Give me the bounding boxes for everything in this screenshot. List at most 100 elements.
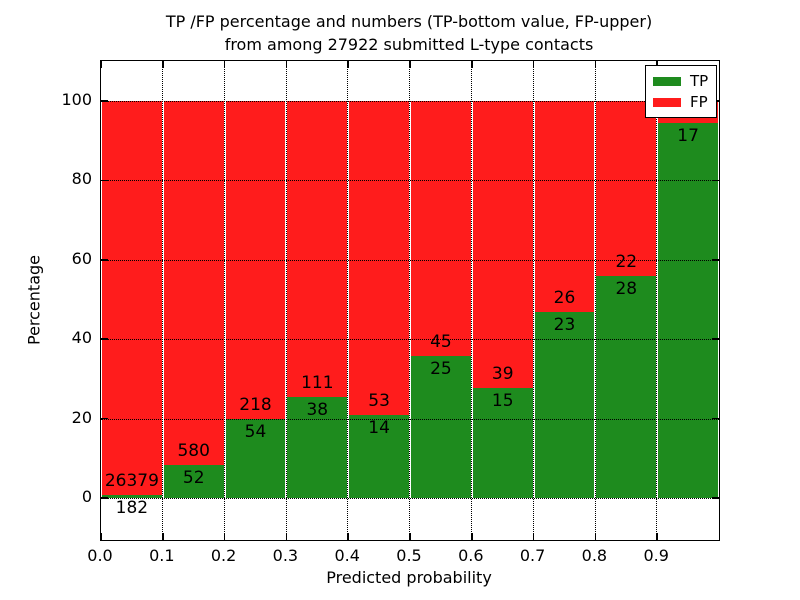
x-tick-mark xyxy=(347,533,349,540)
x-tick-label: 0.9 xyxy=(643,546,669,565)
gridline-vertical xyxy=(409,61,411,540)
bar-segment-tp xyxy=(411,356,471,498)
bar-segment-tp xyxy=(472,387,533,498)
x-tick-mark xyxy=(100,533,102,540)
x-tick-mark xyxy=(285,533,288,540)
legend-label-tp: TP xyxy=(690,72,709,90)
bar-count-label-tp: 28 xyxy=(615,278,638,299)
bar-segment-tp xyxy=(225,419,286,498)
gridline-vertical xyxy=(347,61,349,540)
x-tick-label: 0.3 xyxy=(272,546,299,565)
bar-segment-tp xyxy=(658,123,718,498)
y-tick-label: 20 xyxy=(71,407,92,427)
legend: TP FP xyxy=(645,65,717,118)
gridline-vertical xyxy=(471,61,473,540)
x-tick-label: 0.1 xyxy=(149,546,175,565)
x-tick-mark xyxy=(471,533,473,540)
x-axis-label: Predicted probability xyxy=(326,568,492,587)
x-tick-label: 0.5 xyxy=(396,546,422,565)
legend-swatch-tp xyxy=(653,77,681,86)
bar-segment-tp xyxy=(287,396,348,498)
bar-count-label-fp: 218 xyxy=(239,395,272,416)
legend-item-fp: FP xyxy=(646,92,716,113)
y-tick-mark xyxy=(101,497,108,499)
x-tick-label: 0.2 xyxy=(210,546,237,565)
x-tick-mark xyxy=(656,61,658,68)
bar-count-label-fp: 45 xyxy=(430,332,452,353)
x-tick-mark xyxy=(656,533,658,540)
x-tick-mark xyxy=(532,533,535,540)
bar-segment-fp xyxy=(596,101,657,276)
x-tick-mark xyxy=(347,61,349,68)
bar-segment-fp xyxy=(411,101,471,357)
bar-count-label-tp: 17 xyxy=(677,126,699,147)
gridline-vertical xyxy=(594,61,596,540)
y-tick-mark xyxy=(712,417,719,420)
y-tick-label: 100 xyxy=(61,90,92,109)
x-tick-label: 0.8 xyxy=(581,546,608,565)
x-tick-mark xyxy=(409,533,411,540)
x-tick-mark xyxy=(162,61,164,68)
chart-title: TP /FP percentage and numbers (TP-bottom… xyxy=(100,10,718,56)
chart-title-line2: from among 27922 submitted L-type contac… xyxy=(224,35,594,54)
bar-segment-tp xyxy=(163,465,224,498)
bar-count-label-fp: 111 xyxy=(301,372,334,393)
bar-count-label-tp: 52 xyxy=(182,468,205,489)
bar-count-label-fp: 39 xyxy=(491,363,514,384)
y-tick-label: 0 xyxy=(81,487,92,506)
y-tick-label: 60 xyxy=(71,248,92,268)
bar-count-label-fp: 53 xyxy=(368,391,390,412)
y-tick-mark xyxy=(101,259,108,261)
y-tick-mark xyxy=(101,179,108,182)
bar-segment-fp xyxy=(534,101,595,312)
x-tick-label: 0.4 xyxy=(334,546,360,565)
bar-count-label-tp: 182 xyxy=(115,498,149,519)
legend-item-tp: TP xyxy=(646,71,716,92)
bar-segment-tp xyxy=(534,311,595,498)
y-tick-mark xyxy=(712,259,719,261)
legend-label-fp: FP xyxy=(690,93,708,111)
bar-segment-tp xyxy=(102,495,162,498)
bar-segment-fp xyxy=(349,101,409,416)
bar-count-label-tp: 25 xyxy=(430,359,452,380)
bar-segment-fp xyxy=(287,101,348,397)
bar-count-label-tp: 14 xyxy=(368,418,390,439)
x-tick-mark xyxy=(162,533,164,540)
gridline-vertical xyxy=(223,61,225,540)
gridline-vertical xyxy=(285,61,287,540)
bar-count-label-fp: 22 xyxy=(615,251,638,272)
bar-segment-fp xyxy=(102,101,162,496)
x-tick-mark xyxy=(223,61,226,68)
x-tick-mark xyxy=(594,533,597,540)
bar-count-label-fp: 26 xyxy=(553,287,576,308)
chart-title-line1: TP /FP percentage and numbers (TP-bottom… xyxy=(165,12,653,31)
y-tick-mark xyxy=(101,100,108,102)
y-tick-label: 80 xyxy=(71,169,92,189)
x-tick-label: 0.7 xyxy=(519,546,546,565)
gridline-vertical xyxy=(656,61,658,540)
bar-segment-tp xyxy=(596,275,657,498)
bar-segment-fp xyxy=(472,101,533,388)
x-tick-mark xyxy=(409,61,411,68)
x-tick-label: 0.6 xyxy=(458,546,484,565)
y-tick-mark xyxy=(101,338,108,340)
x-tick-mark xyxy=(100,61,102,68)
y-tick-mark xyxy=(712,179,719,182)
bar-count-label-tp: 54 xyxy=(244,422,267,443)
x-tick-mark xyxy=(532,61,535,68)
y-tick-label: 40 xyxy=(71,328,92,348)
x-tick-mark xyxy=(471,61,473,68)
bar-count-label-tp: 23 xyxy=(553,314,576,335)
plot-area: 26379 182 580 52 218 54 111 38 53 14 45 25 39 15 26 23 2… xyxy=(100,60,720,541)
x-tick-mark xyxy=(223,533,226,540)
gridline-vertical xyxy=(532,61,534,540)
x-tick-label: 0.0 xyxy=(87,546,113,565)
legend-swatch-fp xyxy=(653,98,681,107)
x-tick-mark xyxy=(594,61,597,68)
y-tick-mark xyxy=(101,417,108,420)
bar-segment-fp xyxy=(163,101,224,466)
bar-count-label-tp: 38 xyxy=(306,399,329,420)
bar-segment-tp xyxy=(349,415,409,498)
y-tick-mark xyxy=(712,338,719,340)
